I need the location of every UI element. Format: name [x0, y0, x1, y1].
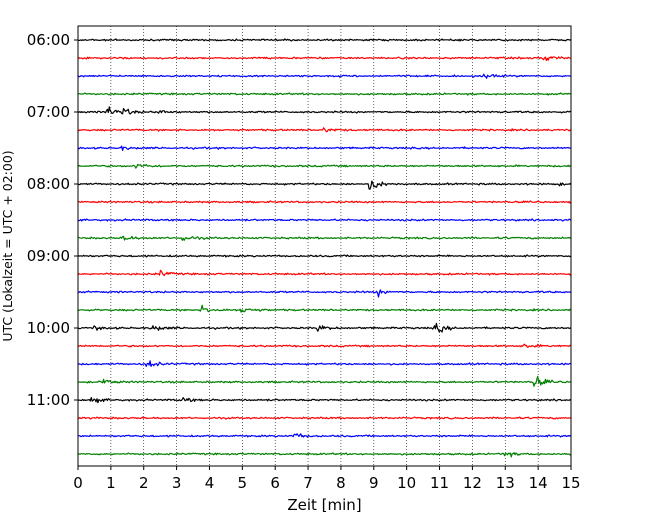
x-tick-label: 6: [270, 474, 280, 492]
x-tick-label: 3: [172, 474, 182, 492]
x-tick-label: 1: [106, 474, 116, 492]
y-axis-label: UTC (Lokalzeit = UTC + 02:00): [0, 150, 15, 341]
y-axis-ticks: 06:00 07:00 08:00 09:00 10:00 11:00: [27, 31, 78, 409]
x-tick-label: 10: [397, 474, 416, 492]
seismogram-traces: [77, 38, 572, 458]
seismogram-trace-0915: [77, 269, 572, 277]
x-tick-label: 0: [73, 474, 83, 492]
seismogram-trace-0730: [77, 145, 572, 151]
x-tick-label: 11: [430, 474, 449, 492]
seismogram-trace-0930: [77, 289, 572, 298]
seismogram-trace-0630: [77, 73, 572, 79]
y-tick-label: 07:00: [27, 103, 70, 121]
seismogram-trace-1100: [77, 397, 572, 404]
y-tick-label: 06:00: [27, 31, 70, 49]
seismogram-trace-0945: [77, 304, 572, 313]
seismogram-trace-1030: [77, 360, 572, 367]
seismogram-trace-0600: [77, 38, 572, 42]
x-tick-label: 9: [369, 474, 379, 492]
seismogram-trace-0845: [78, 235, 572, 241]
x-tick-label: 8: [336, 474, 346, 492]
plot-frame: [77, 25, 572, 467]
seismogram-trace-1130: [77, 433, 572, 438]
grid-lines: [110, 26, 539, 466]
seismogram-trace-1115: [77, 416, 572, 420]
x-tick-label: 12: [463, 474, 482, 492]
seismogram-trace-1045: [77, 375, 572, 387]
x-tick-label: 5: [238, 474, 248, 492]
seismogram-trace-0715: [77, 127, 572, 133]
seismogram-trace-1000: [77, 322, 572, 333]
x-tick-label: 7: [303, 474, 313, 492]
seismogram-trace-0800: [77, 180, 572, 190]
y-tick-label: 10:00: [27, 319, 70, 337]
x-tick-label: 2: [139, 474, 149, 492]
seismogram-trace-0830: [77, 218, 572, 222]
y-tick-label: 08:00: [27, 175, 70, 193]
y-tick-label: 09:00: [27, 247, 70, 265]
seismogram-trace-1145: [77, 452, 572, 458]
seismogram-trace-0900: [77, 254, 572, 258]
x-tick-label: 14: [529, 474, 548, 492]
x-tick-label: 13: [496, 474, 515, 492]
seismogram-trace-0745: [77, 163, 572, 169]
seismogram-trace-0645: [77, 92, 572, 96]
x-tick-label: 15: [561, 474, 580, 492]
x-axis-ticks: 0 1 2 3 4 5 6 7 8 9 10 11 12 13 14 15: [73, 466, 581, 492]
x-tick-label: 4: [205, 474, 215, 492]
seismogram-trace-0700: [77, 106, 572, 115]
x-axis-label: Zeit [min]: [287, 496, 361, 514]
seismogram-trace-0615: [77, 56, 571, 62]
seismogram-trace-0815: [77, 200, 572, 204]
y-tick-label: 11:00: [27, 391, 70, 409]
seismogram-trace-1015: [77, 343, 572, 348]
